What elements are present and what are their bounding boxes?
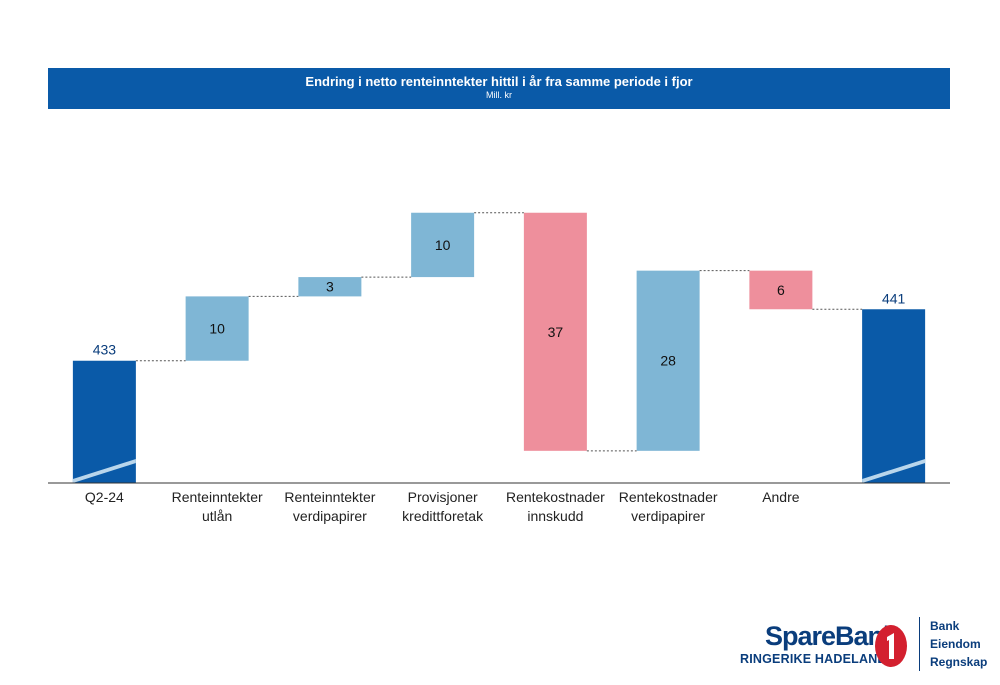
category-label-6: Andre <box>762 489 800 505</box>
data-label-1: 10 <box>209 321 225 337</box>
category-label-5: Rentekostnader verdipapirer <box>619 489 718 524</box>
bar-4 <box>523 212 587 451</box>
category-label-1: Renteinntekter utlån <box>172 489 263 524</box>
category-label-3: Provisjoner kredittforetak <box>402 489 484 524</box>
logo-divider <box>919 617 920 671</box>
data-label-2: 3 <box>326 279 334 295</box>
category-label-2: Renteinntekter verdipapirer <box>284 489 375 524</box>
logo-side-regnskap: Regnskap <box>930 655 988 669</box>
chart-subtitle: Mill. kr <box>486 90 512 100</box>
category-label-0: Q2-24 <box>85 489 124 505</box>
bar-7 <box>862 309 926 483</box>
logo-sub-text: RINGERIKE HADELAND <box>740 652 887 666</box>
logo-side-eiendom: Eiendom <box>930 637 981 651</box>
data-label-7: 441 <box>882 290 906 306</box>
chart-title-band: Endring i netto renteinntekter hittil i … <box>48 68 950 109</box>
data-label-4: 37 <box>548 324 564 340</box>
data-label-6: 6 <box>777 282 785 298</box>
category-label-4: Rentekostnader innskudd <box>506 489 605 524</box>
logo-one-icon <box>875 625 907 667</box>
bar-2 <box>298 277 362 297</box>
data-label-3: 10 <box>435 237 451 253</box>
chart-title: Endring i netto renteinntekter hittil i … <box>305 74 693 89</box>
data-label-5: 28 <box>660 353 676 369</box>
sparebank-logo: SpareBank RINGERIKE HADELAND Bank Eiendo… <box>738 615 988 675</box>
logo-side-list: Bank Eiendom Regnskap <box>930 617 987 671</box>
bar-break-mark-0 <box>72 459 136 483</box>
bar-3 <box>411 212 475 278</box>
bar-1 <box>185 296 249 361</box>
data-label-0: 433 <box>93 342 117 358</box>
bar-5 <box>636 270 700 451</box>
logo-side-bank: Bank <box>930 619 960 633</box>
bar-6 <box>749 270 813 310</box>
bar-break-mark-7 <box>862 459 926 483</box>
